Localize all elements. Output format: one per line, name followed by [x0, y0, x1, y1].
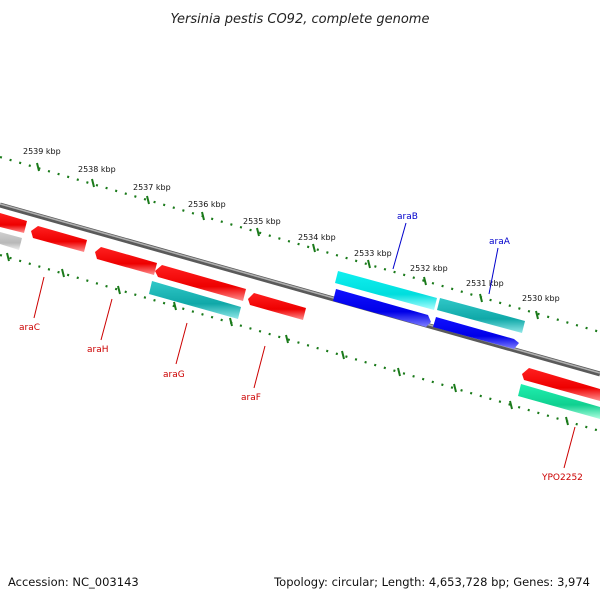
- lower-tick: [117, 285, 121, 295]
- leader-araC: [33, 276, 45, 319]
- tick-label-2533: 2533 kbp: [354, 249, 392, 258]
- tick-label-2538: 2538 kbp: [78, 165, 116, 174]
- tick-label-2537: 2537 kbp: [133, 183, 171, 192]
- genome-summary-text: Topology: circular; Length: 4,653,728 bp…: [273, 575, 590, 589]
- label-araA[interactable]: araA: [489, 237, 511, 247]
- leader-araB: [392, 222, 407, 270]
- lower-tick: [173, 301, 177, 311]
- gene-araA-teal[interactable]: [437, 298, 525, 333]
- tick-2537: [146, 195, 150, 205]
- lower-scale-track: [0, 252, 600, 433]
- label-YPO2252[interactable]: YPO2252: [541, 473, 583, 483]
- forward-strand-genes: [333, 271, 525, 349]
- label-araC[interactable]: araC: [19, 323, 40, 333]
- gene-araG-red[interactable]: [155, 265, 246, 301]
- leader-araG: [175, 322, 188, 365]
- tick-label-2539: 2539 kbp: [23, 147, 61, 156]
- reverse-strand-genes: [0, 213, 600, 419]
- tick-label-2536: 2536 kbp: [188, 200, 226, 209]
- tick-2539: [36, 162, 40, 172]
- gene-partial-left-red[interactable]: [0, 213, 27, 233]
- tick-2538: [91, 178, 95, 188]
- tick-label-2531: 2531 kbp: [466, 279, 504, 288]
- gene-araB-blue[interactable]: [333, 289, 431, 327]
- tick-2535: [256, 227, 260, 237]
- lower-tick: [61, 268, 65, 278]
- genome-backbone: [0, 202, 600, 377]
- gene-araC[interactable]: [31, 226, 87, 252]
- leader-araA: [488, 247, 499, 295]
- tick-label-2532: 2532 kbp: [410, 264, 448, 273]
- tick-label-2530: 2530 kbp: [522, 294, 560, 303]
- lower-tick: [229, 317, 233, 327]
- leader-YPO2252: [563, 426, 576, 469]
- tick-2532: [423, 276, 427, 286]
- lower-tick: [509, 400, 513, 410]
- label-leaders: [33, 222, 576, 469]
- gene-araG-teal[interactable]: [149, 281, 241, 319]
- tick-2536: [201, 211, 205, 221]
- gene-araB-cyan[interactable]: [335, 271, 437, 310]
- lower-scale-dots: [0, 253, 600, 433]
- gene-partial-left-grey[interactable]: [0, 232, 22, 250]
- tick-label-2534: 2534 kbp: [298, 233, 336, 242]
- lower-tick: [565, 416, 569, 426]
- tick-label-2535: 2535 kbp: [243, 217, 281, 226]
- gene-araF[interactable]: [248, 293, 306, 320]
- lower-tick: [341, 350, 345, 360]
- gene-araA-blue[interactable]: [433, 317, 519, 349]
- lower-tick: [453, 383, 457, 393]
- lower-tick: [285, 334, 289, 344]
- tick-2534: [312, 243, 316, 253]
- accession-text: Accession: NC_003143: [8, 575, 139, 589]
- label-araF[interactable]: araF: [241, 393, 261, 403]
- tick-2530: [535, 310, 539, 320]
- tick-2531: [479, 293, 483, 303]
- gene-YPO2252-green[interactable]: [518, 384, 600, 419]
- lower-tick: [397, 367, 401, 377]
- gene-araH[interactable]: [95, 247, 157, 275]
- label-araH[interactable]: araH: [87, 345, 109, 355]
- label-araG[interactable]: araG: [163, 370, 185, 380]
- upper-scale-track: 2539 kbp 2538 kbp 2537 kbp 2536 kbp 2535…: [0, 147, 600, 334]
- leader-araF: [253, 345, 266, 389]
- upper-scale-dots: [0, 155, 600, 334]
- gene-YPO2252-red[interactable]: [522, 368, 600, 401]
- lower-tick: [6, 252, 10, 262]
- map-title: Yersinia pestis CO92, complete genome: [171, 12, 430, 27]
- major-ticks-upper: [36, 162, 539, 320]
- leader-araH: [100, 298, 113, 341]
- tick-2533: [367, 259, 371, 269]
- label-araB[interactable]: araB: [397, 212, 418, 222]
